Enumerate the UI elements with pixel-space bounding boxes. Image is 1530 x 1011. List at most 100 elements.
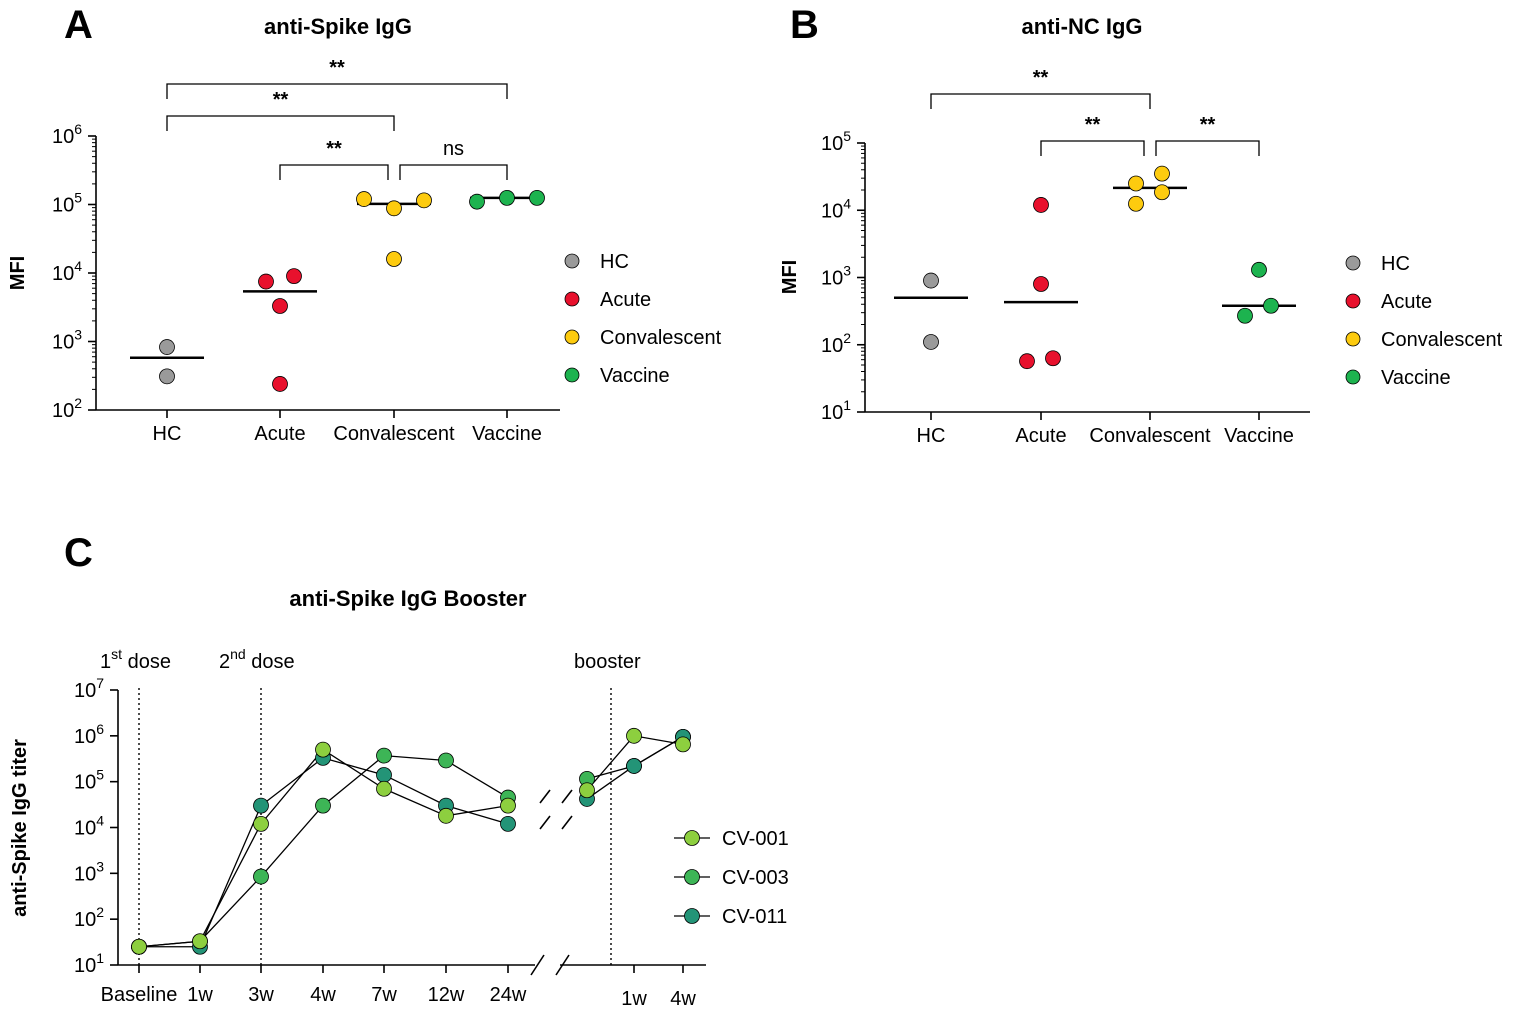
x-tick-label: 4w: [310, 984, 336, 1006]
y-tick-label: 101: [74, 950, 104, 977]
axis-break-mark: [555, 954, 570, 976]
data-point: [253, 797, 269, 814]
significance-label: **: [326, 138, 342, 160]
legend-label: CV-001: [722, 828, 789, 850]
legend-marker: [684, 869, 700, 885]
significance-label: **: [1085, 114, 1101, 136]
y-tick-label: 101: [821, 397, 851, 424]
y-tick-label: 106: [52, 121, 82, 148]
x-tick-label: Baseline: [101, 984, 178, 1006]
x-tick-label: HC: [917, 425, 946, 447]
legend-label: Convalescent: [1381, 329, 1503, 351]
data-point: [1154, 184, 1170, 201]
x-tick-label: Convalescent: [333, 423, 455, 445]
data-point: [675, 736, 691, 753]
data-point: [272, 376, 288, 392]
significance-bracket: [1040, 140, 1145, 156]
legend-label: HC: [1381, 253, 1410, 275]
data-point: [315, 797, 331, 814]
x-tick-label: 7w: [371, 984, 397, 1006]
legend-label: Vaccine: [600, 365, 670, 387]
y-tick-label: 107: [74, 675, 104, 702]
legend-label: Acute: [1381, 291, 1432, 313]
data-point: [923, 334, 939, 350]
line-break-mark: [561, 789, 573, 804]
significance-label: ns: [443, 138, 464, 160]
legend-marker: [1345, 293, 1361, 309]
series-line: [138, 748, 509, 948]
x-tick-label: Convalescent: [1089, 425, 1211, 447]
panel-c-ylabel: anti-Spike IgG titer: [9, 739, 31, 917]
significance-bracket: [399, 164, 508, 180]
data-point: [131, 938, 147, 955]
significance-bracket: [930, 93, 1151, 109]
data-point: [500, 797, 516, 814]
data-point: [253, 815, 269, 832]
y-tick-label: 103: [821, 263, 851, 290]
data-point: [386, 251, 402, 267]
data-point: [579, 782, 595, 799]
data-point: [1045, 350, 1061, 367]
significance-bracket: [279, 164, 389, 180]
data-point: [416, 192, 432, 209]
panel-letter-c: C: [64, 531, 93, 575]
panel-c: C anti-Spike IgG Booster anti-Spike IgG …: [9, 531, 527, 917]
data-point: [258, 273, 274, 290]
data-point: [626, 727, 642, 744]
data-point: [159, 368, 175, 385]
data-point: [438, 752, 454, 769]
significance-label: **: [1033, 67, 1049, 89]
panel-b-title: anti-NC IgG: [1022, 14, 1143, 39]
data-point: [1237, 307, 1253, 324]
data-point: [1128, 195, 1144, 212]
data-point: [386, 200, 402, 217]
y-tick-label: 104: [821, 195, 851, 222]
line-break-mark: [539, 815, 551, 830]
plot-layer: 102 103 104 105 106 HC Acute Convalescent Vaccin…: [52, 57, 1503, 1010]
data-point: [376, 767, 392, 783]
data-point: [1154, 165, 1170, 182]
legend-marker: [684, 830, 700, 846]
legend-label: Acute: [600, 289, 651, 311]
y-tick-label: 103: [74, 858, 104, 885]
y-tick-label: 105: [52, 190, 82, 217]
panel-a-ylabel: MFI: [7, 256, 29, 290]
legend-label: Convalescent: [600, 327, 722, 349]
data-point: [529, 189, 545, 206]
data-point: [500, 815, 516, 832]
data-point: [286, 268, 302, 285]
panel-b: B anti-NC IgG MFI: [779, 3, 1143, 294]
x-tick-label: Acute: [254, 423, 305, 445]
x-tick-label: 1w: [187, 984, 213, 1006]
data-point: [376, 747, 392, 764]
legend-label: CV-011: [722, 906, 787, 928]
x-tick-label: 1w: [621, 988, 647, 1010]
significance-label: **: [329, 57, 345, 79]
legend-label: Vaccine: [1381, 367, 1451, 389]
y-tick-label: 103: [52, 327, 82, 354]
panel-letter-a: A: [64, 3, 93, 47]
y-tick-label: 102: [52, 395, 82, 422]
significance-bracket: [166, 115, 395, 131]
y-tick-label: 104: [52, 258, 82, 285]
legend-marker: [684, 908, 700, 924]
data-point: [1251, 261, 1267, 278]
data-point: [315, 741, 331, 758]
data-point: [626, 758, 642, 774]
data-point: [1019, 353, 1035, 370]
legend-marker: [1345, 369, 1361, 385]
line-break-mark: [539, 789, 551, 804]
panel-letter-b: B: [790, 3, 819, 47]
significance-bracket: [166, 83, 508, 99]
data-point: [1263, 297, 1279, 314]
data-point: [923, 272, 939, 289]
legend-marker: [564, 367, 580, 383]
event-label: booster: [574, 651, 641, 673]
x-tick-label: HC: [153, 423, 182, 445]
line-break-mark: [561, 815, 573, 830]
data-point: [192, 933, 208, 950]
data-point: [469, 193, 485, 210]
data-point: [499, 189, 515, 206]
significance-label: **: [273, 89, 289, 111]
